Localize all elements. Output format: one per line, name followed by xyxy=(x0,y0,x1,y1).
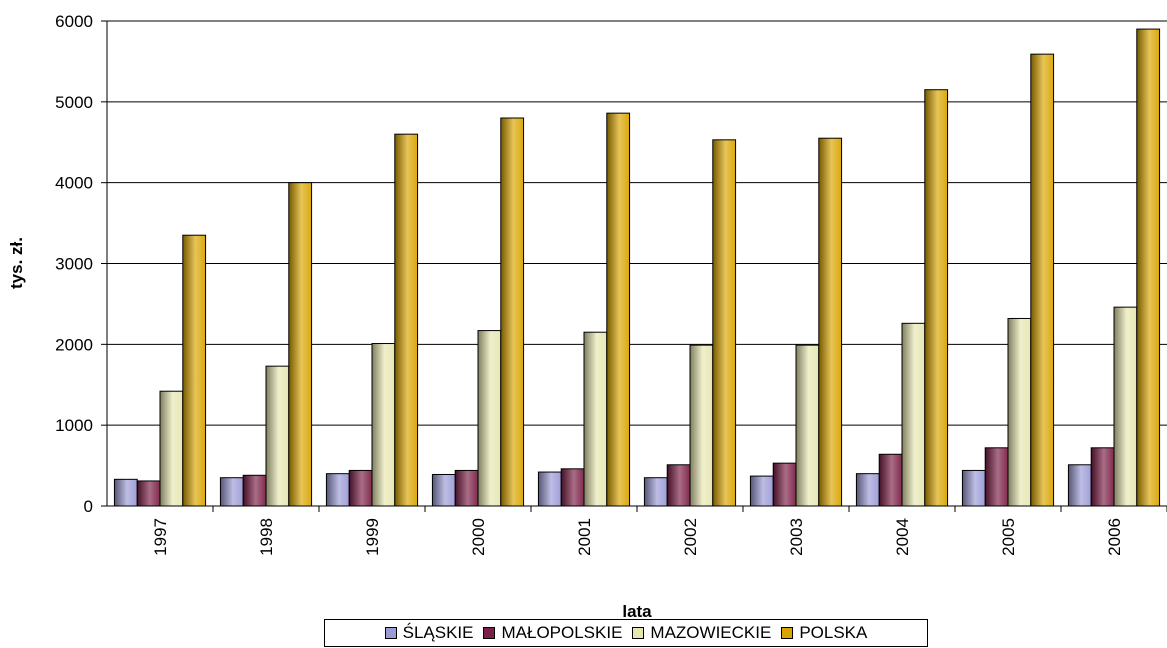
bar-MAŁOPOLSKIE-1997 xyxy=(136,480,161,507)
bar-POLSKA-1999 xyxy=(394,133,419,507)
x-tick-label: 1999 xyxy=(363,518,382,556)
x-tick-label: 1997 xyxy=(151,518,170,556)
bar-MAZOWIECKIE-1997 xyxy=(159,390,184,507)
x-tick-label: 2002 xyxy=(681,518,700,556)
bar-POLSKA-2003 xyxy=(818,137,843,507)
bar-MAZOWIECKIE-2005 xyxy=(1007,317,1032,507)
x-tick-label: 2006 xyxy=(1105,518,1124,556)
y-tick-label: 0 xyxy=(84,497,93,516)
x-ticks: 1997 1998 1999 2000 2001 2002 2003 2004 2005 2006 xyxy=(151,506,1167,556)
bar-MAŁOPOLSKIE-2000 xyxy=(454,469,479,507)
bar-MAZOWIECKIE-2006 xyxy=(1113,306,1138,507)
legend-item: ŚLĄSKIE xyxy=(384,623,474,643)
x-axis-label: lata xyxy=(622,602,652,621)
bar-MAZOWIECKIE-2003 xyxy=(795,344,820,507)
bar-POLSKA-1998 xyxy=(288,182,313,507)
bar-POLSKA-2000 xyxy=(500,117,525,507)
legend-swatch xyxy=(384,627,397,639)
bar-MAŁOPOLSKIE-2006 xyxy=(1090,447,1115,507)
legend-item: MAŁOPOLSKIE xyxy=(483,623,622,643)
bar-ŚLĄSKIE-2001 xyxy=(537,471,562,507)
bar-POLSKA-2006 xyxy=(1136,28,1161,507)
bar-ŚLĄSKIE-1997 xyxy=(113,478,138,507)
legend-item: POLSKA xyxy=(781,623,867,643)
bar-POLSKA-1997 xyxy=(182,234,207,507)
bar-POLSKA-2005 xyxy=(1030,53,1055,507)
legend-label: MAŁOPOLSKIE xyxy=(501,623,623,642)
bar-POLSKA-2001 xyxy=(606,112,631,507)
bar-MAZOWIECKIE-2001 xyxy=(583,331,608,507)
y-tick-label: 3000 xyxy=(55,255,93,274)
bar-MAŁOPOLSKIE-2001 xyxy=(560,468,585,507)
legend-label: MAZOWIECKIE xyxy=(650,623,772,642)
bar-MAZOWIECKIE-1999 xyxy=(371,343,396,507)
bar-ŚLĄSKIE-1998 xyxy=(219,477,244,507)
legend-swatch xyxy=(632,627,645,639)
bar-ŚLĄSKIE-2002 xyxy=(643,477,668,507)
bar-MAŁOPOLSKIE-2003 xyxy=(772,462,797,507)
bar-MAZOWIECKIE-1998 xyxy=(265,365,290,507)
legend-label: ŚLĄSKIE xyxy=(402,623,474,642)
legend-swatch xyxy=(781,627,794,639)
bar-MAZOWIECKIE-2002 xyxy=(689,344,714,507)
bar-MAŁOPOLSKIE-1998 xyxy=(242,474,267,507)
legend-item: MAZOWIECKIE xyxy=(632,623,771,643)
x-tick-label: 2005 xyxy=(999,518,1018,556)
bar-ŚLĄSKIE-1999 xyxy=(325,473,350,507)
y-tick-label: 2000 xyxy=(55,335,93,354)
x-tick-label: 2000 xyxy=(469,518,488,556)
bar-POLSKA-2002 xyxy=(712,139,737,507)
bar-ŚLĄSKIE-2004 xyxy=(855,473,880,507)
bar-ŚLĄSKIE-2000 xyxy=(431,473,456,507)
bars xyxy=(113,28,1161,507)
bar-MAŁOPOLSKIE-1999 xyxy=(348,469,373,507)
y-axis-label: tys. zł. xyxy=(7,237,26,289)
legend-swatch xyxy=(483,627,496,639)
bar-MAZOWIECKIE-2000 xyxy=(477,330,502,507)
grid-lines xyxy=(107,20,1167,426)
bar-ŚLĄSKIE-2006 xyxy=(1067,464,1092,507)
bar-MAŁOPOLSKIE-2005 xyxy=(984,447,1009,507)
x-tick-label: 2004 xyxy=(893,518,912,556)
x-tick-label: 2001 xyxy=(575,518,594,556)
y-tick-label: 4000 xyxy=(55,174,93,193)
y-tick-label: 6000 xyxy=(55,12,93,31)
y-ticks: 0 1000 2000 3000 4000 5000 6000 xyxy=(55,12,107,516)
x-tick-label: 2003 xyxy=(787,518,806,556)
bar-POLSKA-2004 xyxy=(924,89,949,507)
y-tick-label: 1000 xyxy=(55,416,93,435)
bar-ŚLĄSKIE-2005 xyxy=(961,469,986,507)
x-tick-label: 1998 xyxy=(257,518,276,556)
bar-MAŁOPOLSKIE-2004 xyxy=(878,453,903,507)
y-tick-label: 5000 xyxy=(55,93,93,112)
legend-label: POLSKA xyxy=(799,623,868,642)
legend: ŚLĄSKIE MAŁOPOLSKIE MAZOWIECKIE POLSKA xyxy=(324,619,928,647)
bar-MAZOWIECKIE-2004 xyxy=(901,322,926,507)
bar-ŚLĄSKIE-2003 xyxy=(749,475,774,507)
bar-MAŁOPOLSKIE-2002 xyxy=(666,464,691,507)
